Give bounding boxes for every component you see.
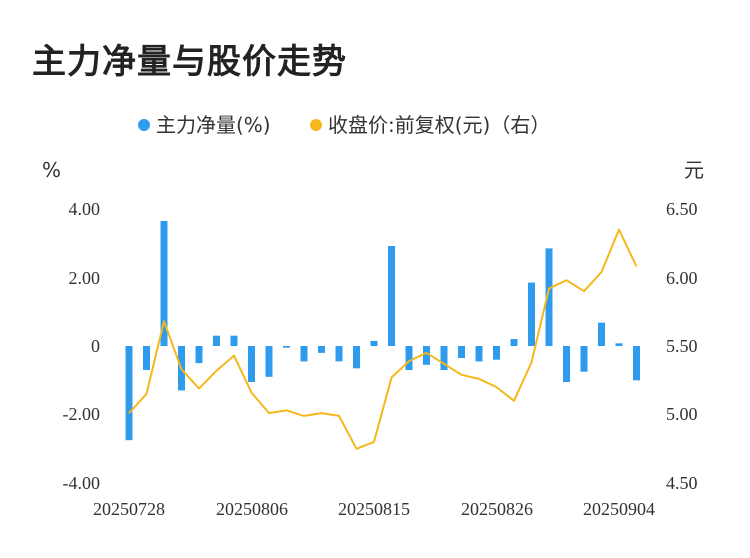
net-bar — [545, 248, 553, 346]
net-bar — [405, 346, 413, 370]
right-axis: 6.50 6.00 5.50 5.00 4.50 — [666, 199, 698, 493]
net-bar — [125, 346, 133, 441]
x-tick-label: 20250904 — [583, 499, 655, 519]
net-bar — [300, 346, 308, 362]
right-tick-label: 5.00 — [666, 404, 698, 424]
net-bar — [195, 346, 203, 364]
price-line — [128, 228, 638, 450]
net-bar — [160, 221, 168, 346]
line-series-price — [128, 228, 638, 450]
right-tick-label: 6.00 — [666, 268, 698, 288]
net-bar — [493, 346, 500, 360]
net-bar — [353, 346, 360, 369]
net-bar — [230, 335, 238, 346]
net-bar — [633, 346, 640, 381]
net-bar — [335, 346, 343, 362]
net-bar — [213, 335, 220, 346]
x-tick-label: 20250815 — [338, 499, 410, 519]
x-tick-label: 20250806 — [216, 499, 288, 519]
net-bar — [598, 322, 605, 346]
net-bar — [318, 346, 325, 353]
right-tick-label: 5.50 — [666, 336, 698, 356]
right-tick-label: 6.50 — [666, 199, 698, 219]
left-axis: 4.00 2.00 0 -2.00 -4.00 — [63, 199, 101, 493]
left-tick-label: 0 — [91, 336, 100, 356]
net-bar — [248, 346, 255, 382]
left-tick-label: 4.00 — [69, 199, 101, 219]
net-bar — [283, 346, 290, 348]
net-bar — [563, 346, 570, 382]
legend-label-price: 收盘价:前复权(元)（右） — [328, 113, 550, 137]
legend-label-net: 主力净量(%) — [156, 113, 271, 137]
net-bar — [143, 346, 150, 370]
net-bar — [370, 340, 378, 346]
left-tick-label: 2.00 — [69, 268, 101, 288]
left-tick-label: -4.00 — [63, 473, 101, 493]
net-bar — [423, 346, 430, 365]
net-bar — [528, 282, 535, 346]
right-axis-unit: 元 — [684, 158, 704, 182]
net-bar — [615, 343, 623, 346]
legend: 主力净量(%) 收盘价:前复权(元)（右） — [138, 113, 550, 137]
chart-title: 主力净量与股价走势 — [32, 42, 347, 82]
net-bar — [265, 346, 273, 377]
right-tick-label: 4.50 — [666, 473, 698, 493]
bar-series-net — [125, 221, 640, 441]
net-bar — [580, 346, 588, 372]
left-axis-unit: % — [42, 158, 61, 182]
x-axis: 20250728 20250806 20250815 20250826 2025… — [93, 499, 655, 519]
net-bar — [475, 346, 483, 362]
left-tick-label: -2.00 — [63, 404, 101, 424]
net-bar — [458, 346, 465, 358]
x-tick-label: 20250728 — [93, 499, 165, 519]
legend-marker-price — [310, 119, 322, 131]
net-bar — [510, 339, 518, 346]
net-bar — [388, 246, 395, 346]
net-bar — [440, 346, 448, 370]
legend-marker-net — [138, 119, 150, 131]
x-tick-label: 20250826 — [461, 499, 533, 519]
